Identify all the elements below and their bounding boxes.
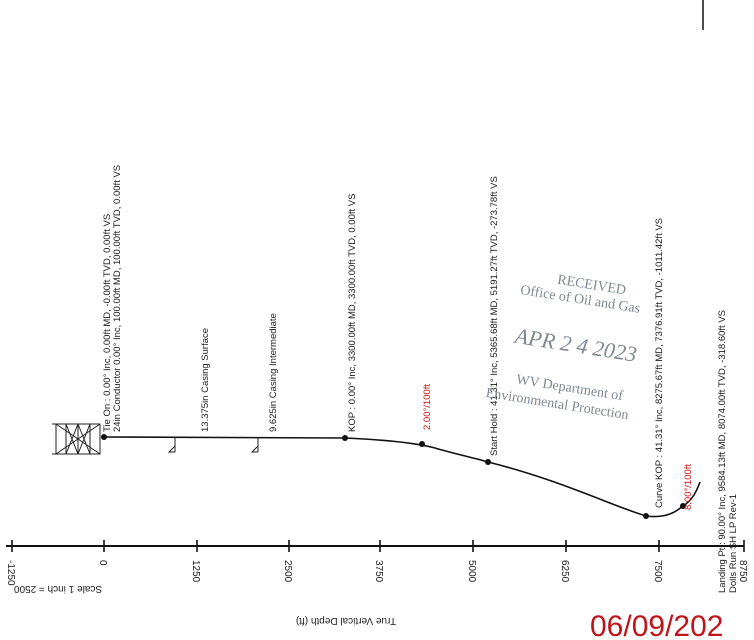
- tick-label: 5000: [466, 560, 477, 583]
- start-hold-marker: [485, 459, 491, 465]
- annotations: Tie On : 0.00° Inc, 0.00ft MD, -0.00ft T…: [102, 165, 739, 593]
- tick-label: 2500: [282, 560, 293, 583]
- tick-label: 1250: [190, 560, 201, 583]
- scale-note: Scale 1 inch = 2500: [14, 583, 103, 594]
- kop-marker: [342, 435, 348, 441]
- received-stamp: RECEIVED Office of Oil and Gas APR 2 4 2…: [485, 273, 641, 424]
- casing-intermediate-label: 9.625in Casing Intermediate: [268, 313, 279, 432]
- tick-label: 8750: [737, 560, 748, 583]
- plan-name-label: Dolls Run SH LP Rev-1: [728, 494, 739, 593]
- footer-date: 06/09/202: [590, 610, 723, 640]
- drilling-rig-icon: [52, 423, 101, 455]
- curve-mid-marker: [680, 503, 686, 509]
- stamp-date: APR 2 4 2023: [511, 323, 638, 367]
- tick-label: 7500: [652, 560, 663, 583]
- casing-surface-symbol: [167, 437, 176, 453]
- build-rate-label-2: 8.00°/100ft: [683, 464, 694, 510]
- axis-title: True Vertical Depth (ft): [296, 615, 396, 626]
- curve-kop-label: Curve KOP : 41.31° Inc, 8275.67ft MD, 73…: [654, 218, 665, 508]
- start-hold-label: Start Hold : 41.31° Inc, 5365.68ft MD, 5…: [489, 176, 500, 456]
- axis-ticks: [11, 540, 745, 552]
- well-path: [103, 436, 701, 518]
- tie-on-label: Tie On : 0.00° Inc, 0.00ft MD, -0.00ft T…: [102, 214, 113, 432]
- tick-labels: -1250 0 1250 2500 3750 5000 6250 7500 87…: [5, 560, 748, 586]
- tick-label: 3750: [373, 560, 384, 583]
- tick-label: 6250: [559, 560, 570, 583]
- kop-label: KOP : 0.00° Inc, 3300.00ft MD, 3300.00ft…: [347, 194, 358, 432]
- casing-surface-label: 13.375in Casing Surface: [200, 328, 211, 432]
- conductor-label: 24in Conductor 0.00° Inc, 100.00ft MD, 1…: [112, 165, 123, 432]
- tie-on-marker: [101, 434, 107, 440]
- tick-label: -1250: [5, 560, 16, 586]
- casing-intermediate-symbol: [250, 437, 259, 453]
- landing-point-label: Landing Pt : 90.00° Inc, 9584.13ft MD, 8…: [717, 310, 728, 593]
- tick-label: 0: [97, 560, 108, 566]
- curve-kop-marker: [643, 513, 649, 519]
- build-marker: [419, 441, 425, 447]
- build-rate-label: 2.00°/100ft: [422, 384, 433, 430]
